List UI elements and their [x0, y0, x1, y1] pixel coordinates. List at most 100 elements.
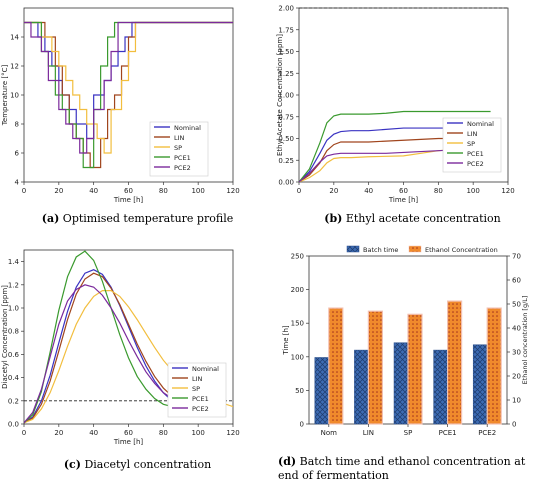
x-tick-label: 100 — [466, 187, 479, 195]
x-tick-label: 0 — [297, 187, 301, 195]
x-tick-label: SP — [404, 429, 413, 437]
y-tick-label: 1.25 — [278, 70, 294, 78]
x-tick-label: LIN — [363, 429, 374, 437]
y-tick-label: 1.0 — [8, 305, 19, 313]
x-axis-label: Time [h] — [113, 196, 144, 204]
legend-label-lin: LIN — [174, 134, 185, 142]
y-tick-label: 1.4 — [8, 258, 20, 266]
x-tick-label: 20 — [54, 187, 63, 195]
y-tick-label: 1.50 — [278, 48, 294, 56]
x-tick-label: 120 — [226, 187, 239, 195]
x-tick-label: 60 — [399, 187, 408, 195]
y-tick-label: 0 — [300, 421, 304, 429]
caption-c-label: (c) — [63, 458, 81, 471]
x-tick-label: 60 — [124, 429, 133, 437]
caption-b-label: (b) — [324, 212, 343, 225]
caption-d-label: (d) — [278, 455, 297, 468]
y2-axis-label: Ethanol concentration [g/L] — [521, 296, 529, 385]
series-line-pce1 — [299, 110, 491, 182]
caption-a-text: Optimised temperature profile — [62, 212, 234, 225]
x-tick-label: 60 — [124, 187, 133, 195]
x-tick-label: 40 — [89, 187, 98, 195]
y2-tick-label: 60 — [512, 277, 521, 285]
y-axis-label: Temperature [°C] — [1, 65, 9, 127]
x-tick-label: PCE1 — [439, 429, 457, 437]
y2-tick-label: 70 — [512, 253, 521, 261]
legend-label-batch: Batch time — [363, 246, 398, 254]
legend-label-nominal: Nominal — [174, 124, 201, 132]
chart-ethyl-acetate: 0 20 40 60 80 100 120 0.00 0.25 0.50 0.75 1.00 1.25 1… — [276, 5, 515, 205]
x-tick-label: 100 — [191, 429, 204, 437]
series-line-sp — [24, 21, 233, 154]
legend-label-pce2: PCE2 — [467, 160, 484, 168]
y-tick-label: 8 — [15, 121, 19, 129]
legend-label-sp: SP — [192, 385, 200, 393]
series-line-nominal — [24, 21, 233, 140]
bar-ethanol — [407, 313, 423, 425]
x-tick-label: PCE2 — [478, 429, 496, 437]
y-tick-label: 0.75 — [278, 113, 294, 121]
x-tick-label: 40 — [89, 429, 98, 437]
legend-label-pce1: PCE1 — [192, 395, 209, 403]
legend-label-lin: LIN — [467, 130, 478, 138]
bar-batch-time — [314, 357, 330, 425]
legend-label-nominal: Nominal — [467, 120, 494, 128]
x-tick-label: 80 — [159, 429, 168, 437]
y-tick-label: 0.2 — [8, 397, 19, 405]
y-tick-label: 1.2 — [8, 281, 19, 289]
caption-d-text: Batch time and ethanol concentration at … — [278, 455, 526, 482]
bar-ethanol — [447, 300, 463, 425]
x-axis-label: Time [h] — [388, 196, 419, 204]
y-tick-label: 50 — [295, 387, 304, 395]
legend-swatch-batch — [346, 245, 360, 253]
chart-batch-ethanol: 0 50 100 150 200 250 0 10 20 30 40 50 60 70 Time [h] Et… — [282, 245, 529, 437]
legend-label-nominal: Nominal — [192, 365, 219, 373]
y2-tick-label: 50 — [512, 301, 521, 309]
y-tick-label: 4 — [15, 179, 20, 187]
y-axis-label: Ethyl Acetate Concentration [ppm] — [276, 34, 284, 156]
x-tick-label: 120 — [226, 429, 239, 437]
y-tick-label: 200 — [291, 286, 304, 294]
y2-tick-label: 0 — [512, 421, 516, 429]
y-tick-label: 0.0 — [8, 421, 19, 429]
legend-label-pce1: PCE1 — [467, 150, 484, 158]
legend-label-lin: LIN — [192, 375, 203, 383]
y-tick-label: 1.75 — [278, 26, 294, 34]
y-tick-label: 100 — [291, 353, 304, 361]
legend-label-pce2: PCE2 — [192, 405, 209, 413]
series-line-pce1 — [24, 250, 173, 424]
y-tick-label: 6 — [15, 150, 20, 158]
series-line-lin — [24, 272, 190, 424]
legend-label-ethanol: Ethanol Concentration — [425, 246, 498, 254]
y-tick-label: 0.25 — [278, 157, 294, 165]
legend-label-sp: SP — [467, 140, 475, 148]
y-tick-label: 10 — [10, 92, 19, 100]
caption-c-text: Diacetyl concentration — [84, 458, 212, 471]
bar-ethanol — [328, 307, 344, 425]
y-tick-label: 250 — [291, 253, 304, 261]
series-line-nominal — [24, 269, 181, 424]
legend-label-pce2: PCE2 — [174, 164, 191, 172]
legend-swatch-ethanol — [408, 245, 422, 253]
y2-tick-label: 40 — [512, 325, 521, 333]
chart-diacetyl: 0 20 40 60 80 100 120 0.0 0.2 0.4 0.6 0.8 1.0 1.2 1.4 T… — [1, 249, 240, 446]
y-tick-label: 0.8 — [8, 328, 19, 336]
series-line-pce2 — [299, 148, 474, 182]
bar-batch-time — [393, 342, 409, 425]
y2-tick-label: 20 — [512, 373, 521, 381]
x-tick-label: 80 — [159, 187, 168, 195]
x-tick-label: 100 — [191, 187, 204, 195]
caption-c: (c) Diacetyl concentration — [0, 458, 275, 471]
y-tick-label: 2.00 — [278, 5, 294, 13]
x-tick-label: 20 — [54, 429, 63, 437]
y2-tick-label: 10 — [512, 397, 521, 405]
x-tick-label: 0 — [22, 187, 26, 195]
y-tick-label: 0.4 — [8, 374, 20, 382]
x-axis-label: Time [h] — [113, 438, 144, 446]
series-line-pce2 — [24, 21, 233, 154]
x-tick-label: 40 — [364, 187, 373, 195]
y-tick-label: 12 — [10, 63, 19, 71]
bar-batch-time — [354, 349, 369, 425]
caption-a: (a) Optimised temperature profile — [0, 212, 275, 225]
